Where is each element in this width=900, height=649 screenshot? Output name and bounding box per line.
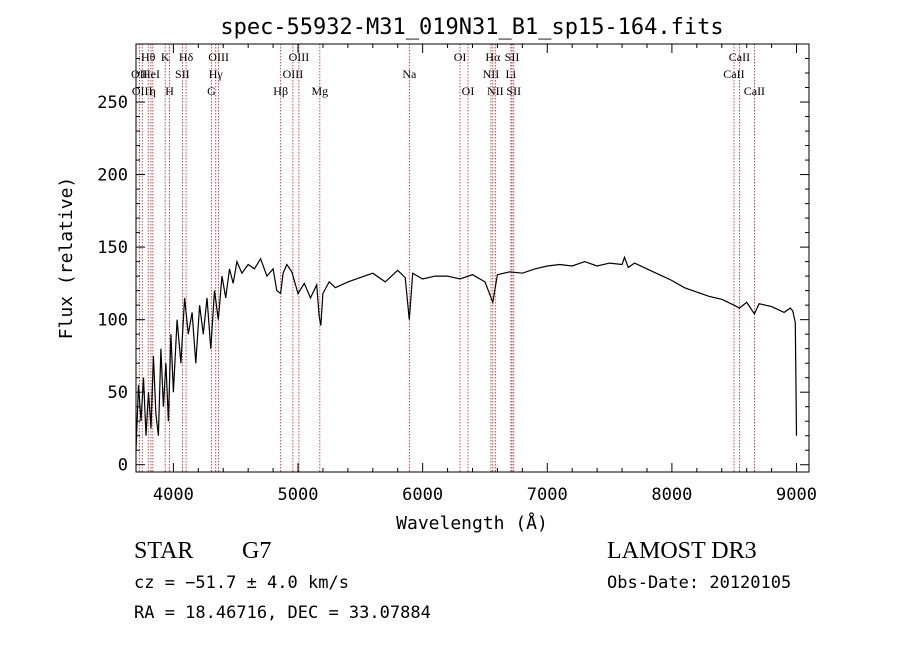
y-tick-label: 0 <box>118 456 128 476</box>
spectrum-series-line <box>135 255 798 451</box>
y-axis-label: Flux (relative) <box>56 177 77 340</box>
redshift-cz: cz = −51.7 ± 4.0 km/s <box>134 573 349 593</box>
spectral-line-label: OI <box>454 50 467 64</box>
y-tick-label: 100 <box>97 311 128 331</box>
spectral-line-label: Li <box>506 67 517 81</box>
spectral-line-label: Hθ <box>141 50 156 64</box>
spectral-line-label: η <box>150 84 156 98</box>
chart-title: spec-55932-M31_019N31_B1_sp15-164.fits <box>220 15 723 40</box>
spectral-line-label: SII <box>505 50 520 64</box>
y-axis: 0 50 100 150 200 250 <box>97 58 809 476</box>
spectral-line-label: OIII <box>283 67 304 81</box>
x-axis: 4000 5000 6000 7000 8000 9000 <box>153 44 817 505</box>
spectral-line-label: NII <box>483 67 500 81</box>
coordinates: RA = 18.46716, DEC = 33.07884 <box>134 603 431 623</box>
x-tick-label: 9000 <box>776 485 817 505</box>
spectral-line-label: Na <box>402 67 417 81</box>
object-class: STAR <box>134 538 194 564</box>
observation-date: Obs-Date: 20120105 <box>607 573 792 593</box>
spectral-line-label: SII <box>506 84 521 98</box>
y-tick-label: 200 <box>97 166 128 186</box>
x-axis-label: Wavelength (Å) <box>396 512 548 534</box>
x-tick-label: 8000 <box>651 485 692 505</box>
survey-name: LAMOST DR3 <box>607 538 757 564</box>
object-subclass: G7 <box>242 538 272 564</box>
x-tick-label: 6000 <box>402 485 443 505</box>
x-tick-label: 5000 <box>278 485 319 505</box>
spectral-line-label: Mg <box>311 84 328 98</box>
y-tick-label: 150 <box>97 238 128 258</box>
spectral-line-label: Hα <box>485 50 501 64</box>
spectral-line-label: OIII <box>208 50 229 64</box>
spectral-line-label: NII <box>487 84 504 98</box>
spectral-line-label: OII <box>131 67 148 81</box>
spectral-line-label: Hγ <box>209 67 224 81</box>
spectral-line-label: CaII <box>723 67 744 81</box>
spectral-line-label: H <box>165 84 174 98</box>
spectral-lines <box>138 44 755 472</box>
spectral-line-label: Hβ <box>273 84 288 98</box>
spectral-line-label: CaII <box>729 50 750 64</box>
spectral-line-label: SII <box>175 67 190 81</box>
y-tick-label: 50 <box>108 383 128 403</box>
spectral-line-label: G <box>207 84 216 98</box>
plot-frame <box>135 43 810 473</box>
y-tick-label: 250 <box>97 93 128 113</box>
spectral-line-label: OI <box>462 84 475 98</box>
spectral-line-label: Hδ <box>179 50 194 64</box>
x-tick-label: 7000 <box>527 485 568 505</box>
x-tick-label: 4000 <box>153 485 194 505</box>
spectral-line-label: K <box>161 50 170 64</box>
spectral-line-label: CaII <box>744 84 765 98</box>
spectral-line-label: HeI <box>142 67 160 81</box>
spectral-line-label: OIII <box>289 50 310 64</box>
